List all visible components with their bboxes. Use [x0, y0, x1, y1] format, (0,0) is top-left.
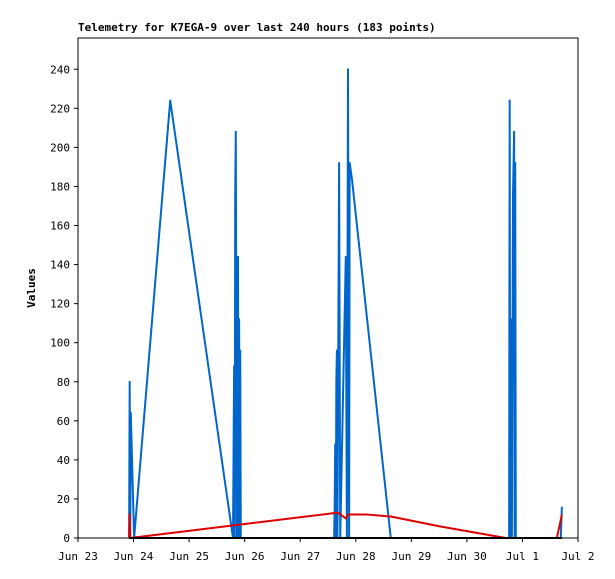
y-tick-label: 60	[57, 415, 70, 428]
x-tick-label: Jun 30	[447, 550, 487, 563]
y-tick-label: 100	[50, 337, 70, 350]
x-tick-label: Jun 24	[114, 550, 154, 563]
y-tick-label: 240	[50, 63, 70, 76]
plot-frame	[77, 37, 579, 539]
series-line	[128, 511, 563, 539]
y-tick-label: 20	[57, 493, 70, 506]
x-tick-label: Jun 25	[169, 550, 209, 563]
chart-title: Telemetry for K7EGA-9 over last 240 hour…	[78, 21, 436, 34]
x-tick-label: Jun 26	[225, 550, 265, 563]
y-axis-label: Values	[25, 268, 38, 308]
x-tick-label: Jul 1	[506, 550, 539, 563]
x-tick-label: Jun 27	[280, 550, 320, 563]
y-tick-label: 220	[50, 102, 70, 115]
x-tick-label: Jun 29	[391, 550, 431, 563]
x-tick-label: Jun 23	[58, 550, 98, 563]
y-tick-label: 120	[50, 298, 70, 311]
y-tick-label: 160	[50, 220, 70, 233]
y-tick-label: 200	[50, 141, 70, 154]
x-tick-label: Jun 28	[336, 550, 376, 563]
y-tick-label: 140	[50, 259, 70, 272]
y-tick-label: 80	[57, 376, 70, 389]
y-tick-label: 40	[57, 454, 70, 467]
x-tick-label: Jul 2	[561, 550, 594, 563]
y-tick-label: 180	[50, 180, 70, 193]
y-tick-label: 0	[63, 532, 70, 545]
series-line	[128, 68, 563, 539]
